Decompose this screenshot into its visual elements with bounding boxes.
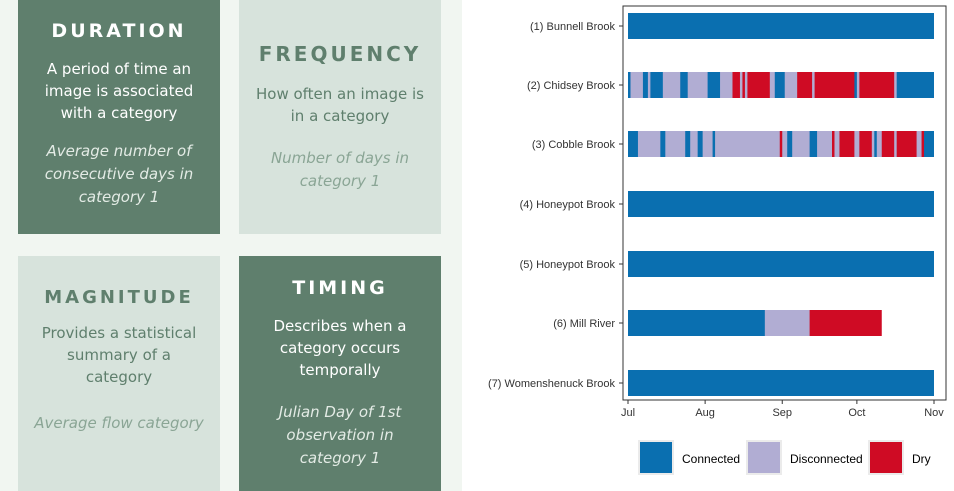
timeline-segment	[797, 72, 815, 98]
duration-title: DURATION	[51, 20, 187, 42]
x-tick-label: Jul	[621, 407, 635, 419]
y-tick-label: (2) Chidsey Brook	[527, 80, 616, 92]
frequency-card: FREQUENCY How often an image is in a cat…	[239, 0, 441, 234]
legend-label: Connected	[682, 452, 740, 466]
timeline-segment	[690, 131, 701, 157]
timeline-segment	[859, 72, 897, 98]
x-tick-label: Sep	[772, 407, 792, 419]
x-tick-label: Aug	[695, 407, 715, 419]
timeline-segment	[769, 72, 778, 98]
timeline-segment	[876, 131, 885, 157]
frequency-description: How often an image is in a category	[255, 85, 424, 125]
timeline-segment	[662, 72, 683, 98]
timeline-segment	[628, 191, 934, 217]
magnitude-card: MAGNITUDE Provides a statistical summary…	[18, 256, 220, 491]
timeline-segment	[642, 72, 651, 98]
legend-label: Dry	[912, 452, 931, 466]
timeline-segment	[896, 131, 920, 157]
timeline-segment	[697, 131, 706, 157]
legend-swatch	[748, 442, 780, 473]
timeline-segment	[628, 370, 934, 396]
duration-metric: Average number of consecutive days in ca…	[44, 142, 194, 206]
timing-card: TIMING Describes when a category occurs …	[239, 256, 441, 491]
timeline-segment	[660, 131, 668, 157]
timing-metric: Julian Day of 1st observation in categor…	[278, 403, 402, 467]
timeline-segment	[702, 131, 716, 157]
timeline-segment	[747, 72, 773, 98]
y-tick-label: (4) Honeypot Brook	[520, 199, 616, 211]
timeline-segment	[685, 131, 693, 157]
timeline-segment	[628, 72, 633, 98]
timeline-segment	[834, 131, 842, 157]
timeline-segment	[628, 131, 641, 157]
timeline-segment	[628, 310, 768, 336]
timeline-segment	[817, 131, 835, 157]
timeline-segment	[628, 251, 934, 277]
magnitude-title: MAGNITUDE	[44, 287, 194, 308]
timeline-segment	[707, 72, 723, 98]
legend-swatch	[870, 442, 902, 473]
y-tick-label: (1) Bunnell Brook	[530, 21, 615, 33]
timeline-segment	[764, 310, 813, 336]
frequency-title: FREQUENCY	[258, 42, 422, 66]
timeline-segment	[715, 131, 783, 157]
duration-description: A period of time an image is associated …	[44, 60, 194, 122]
chart-svg: (1) Bunnell Brook (2) Chidsey Brook (3) Co…	[488, 5, 947, 475]
timeline-segment	[637, 131, 663, 157]
timeline-segment	[924, 131, 934, 157]
x-tick-label: Nov	[924, 407, 944, 419]
timeline-segment	[680, 72, 691, 98]
timeline-segment	[839, 131, 857, 157]
frequency-metric: Number of days in category 1	[270, 149, 410, 190]
timeline-segment	[792, 131, 813, 157]
y-tick-label: (3) Cobble Brook	[532, 139, 616, 151]
timeline-segment	[665, 131, 688, 157]
connectivity-chart: (1) Bunnell Brook (2) Chidsey Brook (3) Co…	[462, 0, 954, 491]
timeline-segment	[787, 131, 795, 157]
legend-label: Disconnected	[790, 452, 863, 466]
timing-title: TIMING	[292, 277, 388, 299]
timeline-segment	[732, 72, 743, 98]
timeline-segment	[809, 310, 882, 336]
timeline-segment	[628, 13, 934, 39]
y-tick-label: (7) Womenshenuck Brook	[488, 378, 615, 390]
duration-card: DURATION A period of time an image is as…	[18, 0, 220, 234]
timeline-segment	[896, 72, 934, 98]
legend-swatch	[640, 442, 672, 473]
y-tick-label: (5) Honeypot Brook	[520, 259, 616, 271]
timeline-segment	[720, 72, 735, 98]
timing-description: Describes when a category occurs tempora…	[273, 317, 407, 379]
timeline-segment	[881, 131, 897, 157]
timeline-segment	[859, 131, 875, 157]
magnitude-metric: Average flow category	[34, 414, 204, 432]
timeline-segment	[854, 131, 862, 157]
timeline-segment	[774, 72, 788, 98]
timeline-segment	[916, 131, 925, 157]
timeline-segment	[809, 131, 820, 157]
y-tick-label: (6) Mill River	[553, 318, 615, 330]
timeline-segment	[650, 72, 666, 98]
magnitude-description: Provides a statistical summary of a cate…	[41, 324, 197, 386]
timeline-segment	[782, 131, 790, 157]
timeline-segment	[687, 72, 711, 98]
metrics-panel: DURATION A period of time an image is as…	[0, 0, 462, 491]
timeline-segment	[814, 72, 857, 98]
x-tick-label: Oct	[848, 407, 865, 419]
timeline-segment	[812, 72, 818, 98]
timeline-segment	[630, 72, 646, 98]
timeline-segment	[784, 72, 800, 98]
